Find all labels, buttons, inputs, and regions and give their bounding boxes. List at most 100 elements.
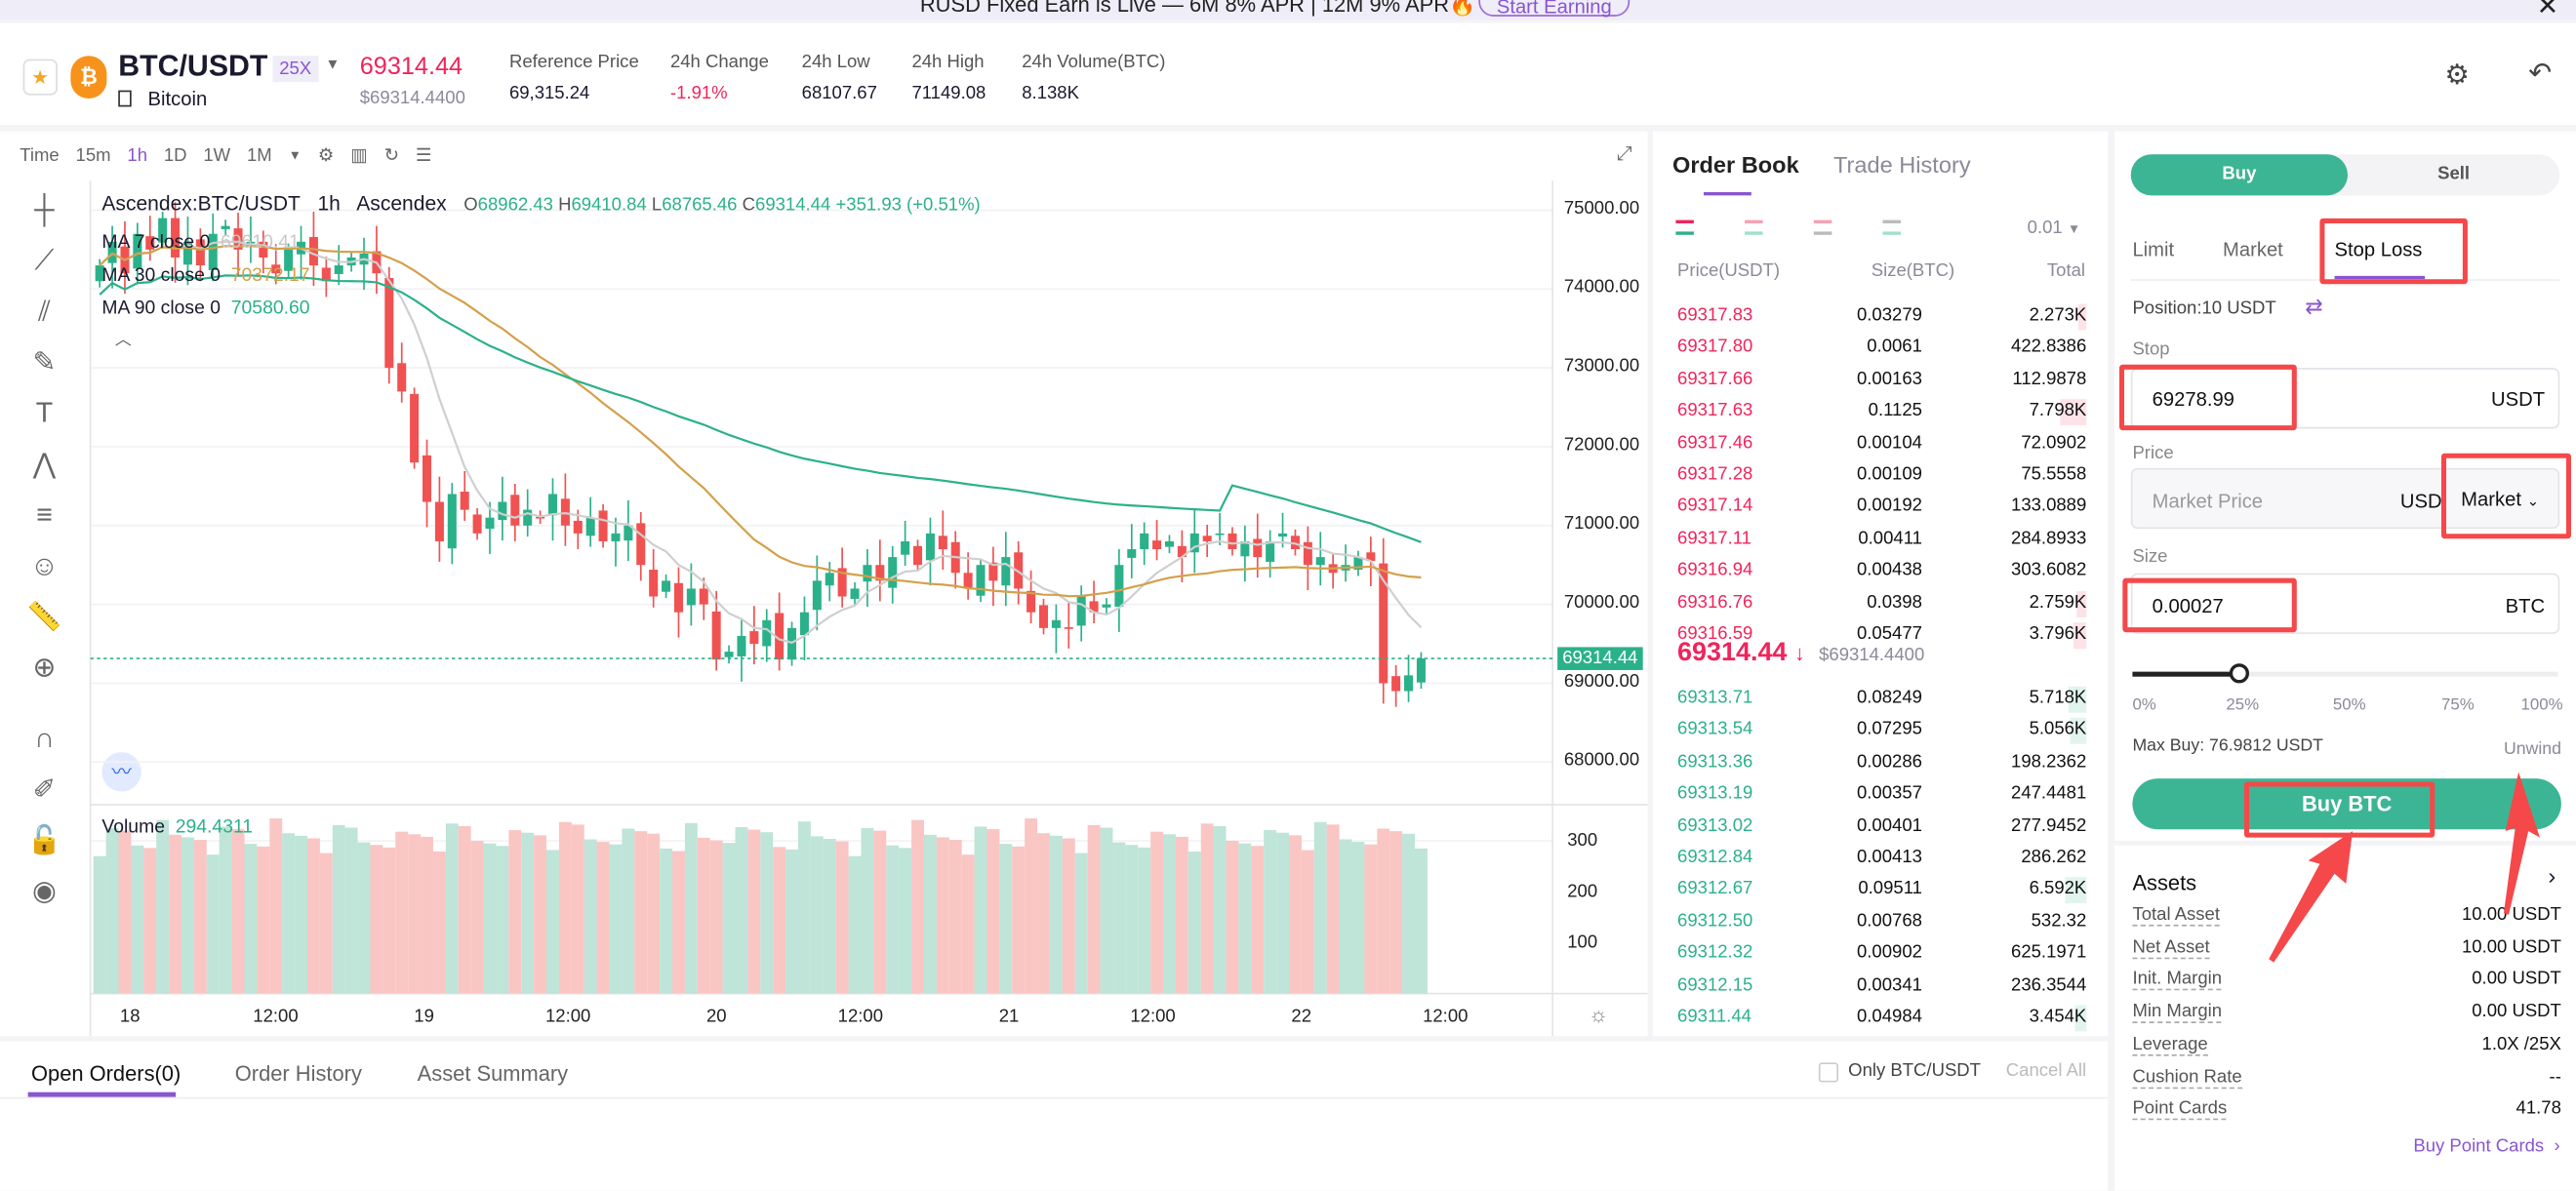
cancel-all-button[interactable]: Cancel All: [2005, 1060, 2087, 1081]
tab-asset-summary[interactable]: Asset Summary: [417, 1060, 569, 1086]
tab-order-book[interactable]: Order Book: [1672, 150, 1799, 178]
tf-15m[interactable]: 15m: [75, 145, 111, 166]
chevron-right-icon[interactable]: ›: [2548, 861, 2556, 889]
order-book-row[interactable]: 69317.80 0.0061 422.8386: [1677, 334, 2086, 363]
back-arrow-icon[interactable]: ↶: [2528, 57, 2553, 89]
menu-icon[interactable]: ☰: [415, 145, 432, 167]
order-book-row[interactable]: 69317.11 0.00411 284.8933: [1677, 525, 2086, 554]
order-book-row[interactable]: 69311.44 0.04984 3.454K: [1677, 1004, 2087, 1033]
order-book-row[interactable]: 69317.66 0.00163 112.9878: [1677, 366, 2086, 395]
order-type-market[interactable]: Market: [2223, 238, 2283, 261]
fullscreen-icon[interactable]: ⤢: [1616, 140, 1632, 165]
favorite-star-icon[interactable]: ★: [22, 59, 58, 96]
only-pair-checkbox[interactable]: [1818, 1062, 1839, 1083]
chart-settings-icon[interactable]: ⚙: [317, 145, 335, 167]
settings-gear-icon[interactable]: ⚙: [2444, 59, 2471, 91]
tf-1w[interactable]: 1W: [203, 145, 231, 166]
stop-price-input[interactable]: 69278.99 USDT: [2130, 368, 2560, 429]
candle: [384, 278, 394, 369]
tf-time[interactable]: Time: [20, 145, 60, 166]
zoom-in-icon[interactable]: ⊕: [32, 652, 57, 684]
slider-mark[interactable]: 75%: [2440, 695, 2475, 715]
precision-select[interactable]: 0.01 ▼: [2028, 218, 2081, 238]
view-asks-icon[interactable]: [1813, 219, 1832, 235]
start-earning-button[interactable]: Start Earning: [1478, 0, 1630, 19]
text-icon[interactable]: T: [35, 397, 54, 429]
indicators-icon[interactable]: ▥: [350, 145, 368, 167]
sell-tab[interactable]: Sell: [2437, 164, 2471, 184]
reset-icon[interactable]: ↻: [383, 145, 400, 167]
size-slider[interactable]: [2132, 663, 2558, 684]
buy-tab[interactable]: Buy: [2130, 154, 2349, 196]
trendline-icon[interactable]: ⟋: [34, 244, 55, 276]
leverage-dropdown-icon[interactable]: ▼: [325, 56, 341, 73]
candlestick-chart[interactable]: [0, 132, 1648, 1037]
order-book-row[interactable]: 69316.94 0.00438 303.6082: [1677, 557, 2086, 586]
leverage-badge[interactable]: 25X: [272, 56, 318, 83]
slider-mark[interactable]: 50%: [2332, 695, 2366, 715]
only-pair-label[interactable]: Only BTC/USDT: [1848, 1060, 1982, 1081]
tf-1h[interactable]: 1h: [127, 145, 148, 166]
price-mode-select[interactable]: Market ⌄: [2461, 488, 2539, 511]
crosshair-icon[interactable]: ┼: [34, 193, 55, 225]
candle: [1026, 590, 1036, 613]
view-bids-icon[interactable]: [1882, 219, 1902, 235]
order-type-limit[interactable]: Limit: [2132, 238, 2175, 261]
lock-draw-icon[interactable]: ✐: [32, 774, 57, 806]
order-book-row[interactable]: 69313.71 0.08249 5.718K: [1677, 685, 2087, 714]
eye-icon[interactable]: ◉: [31, 875, 57, 907]
volume-bar: [747, 829, 761, 994]
order-book-row[interactable]: 69316.76 0.0398 2.759K: [1677, 589, 2087, 618]
candle: [585, 517, 595, 536]
order-book-row[interactable]: 69312.84 0.00413 286.262: [1677, 844, 2086, 873]
order-book-row[interactable]: 69313.19 0.00357 247.4481: [1677, 780, 2086, 810]
order-book-row[interactable]: 69313.36 0.00286 198.2362: [1677, 748, 2086, 777]
chart-theme-icon[interactable]: ☼: [1589, 1002, 1609, 1027]
tf-1m[interactable]: 1M: [247, 145, 272, 166]
prediction-icon[interactable]: ≡: [36, 498, 53, 531]
order-book-row[interactable]: 69317.46 0.00104 72.0902: [1677, 429, 2086, 458]
ruler-icon[interactable]: 📏: [26, 601, 62, 633]
emoji-icon[interactable]: ☺: [29, 550, 60, 582]
tab-open-orders[interactable]: Open Orders(0): [30, 1060, 181, 1086]
volume-bar: [672, 851, 685, 994]
order-book-row[interactable]: 69312.67 0.09511 6.592K: [1677, 876, 2087, 905]
order-book-row[interactable]: 69317.28 0.00109 75.5558: [1677, 461, 2086, 491]
view-both-icon[interactable]: [1675, 219, 1694, 235]
unlock-icon[interactable]: 🔓: [26, 824, 62, 856]
price-input[interactable]: Market Price USDT Market ⌄: [2130, 467, 2560, 530]
pair-title[interactable]: BTC/USDT: [118, 49, 268, 83]
order-book-row[interactable]: 69312.15 0.00341 236.3544: [1677, 972, 2086, 1001]
brush-icon[interactable]: ✎: [32, 346, 57, 378]
slider-mark[interactable]: 0%: [2132, 695, 2156, 715]
close-icon[interactable]: ✕: [2536, 0, 2559, 20]
volume-bar: [823, 838, 836, 994]
slider-handle[interactable]: [2229, 663, 2249, 684]
magnet-icon[interactable]: ∩: [34, 722, 55, 754]
order-type-stop-loss[interactable]: Stop Loss: [2334, 238, 2423, 261]
collapse-legend-icon[interactable]: ︿: [114, 332, 132, 350]
pattern-icon[interactable]: ⋀: [32, 448, 57, 480]
view-split-icon[interactable]: [1745, 219, 1763, 235]
order-book-row[interactable]: 69316.59 0.05477 3.796K: [1677, 620, 2087, 650]
buy-point-cards-link[interactable]: Buy Point Cards ›: [2413, 1136, 2560, 1157]
swap-icon[interactable]: ⇄: [2305, 294, 2323, 319]
order-book-row[interactable]: 69312.50 0.00768 532.32: [1677, 908, 2086, 937]
tab-order-history[interactable]: Order History: [234, 1060, 362, 1086]
tf-1d[interactable]: 1D: [163, 145, 187, 166]
size-input[interactable]: 0.00027 BTC: [2130, 573, 2560, 634]
order-book-row[interactable]: 69317.14 0.00192 133.0889: [1677, 494, 2086, 523]
order-book-row[interactable]: 69312.32 0.00902 625.1971: [1677, 939, 2086, 969]
order-book-row[interactable]: 69317.83 0.03279 2.273K: [1677, 302, 2087, 332]
buy-btc-button[interactable]: Buy BTC: [2132, 778, 2561, 830]
unwind-link[interactable]: Unwind: [2503, 738, 2561, 759]
timeframe-dropdown-icon[interactable]: ▼: [288, 147, 302, 163]
order-book-row[interactable]: 69313.02 0.00401 277.9452: [1677, 813, 2086, 842]
time-axis[interactable]: 18 12:00 19 12:00 20 12:00 21 12:00 22 1…: [0, 1007, 1552, 1033]
slider-mark[interactable]: 25%: [2226, 695, 2260, 715]
tab-trade-history[interactable]: Trade History: [1833, 150, 1971, 178]
fib-icon[interactable]: ⫽: [38, 296, 51, 328]
order-book-row[interactable]: 69313.54 0.07295 5.056K: [1677, 717, 2087, 746]
slider-mark[interactable]: 100%: [2520, 695, 2563, 715]
order-book-row[interactable]: 69317.63 0.1125 7.798K: [1677, 398, 2087, 427]
